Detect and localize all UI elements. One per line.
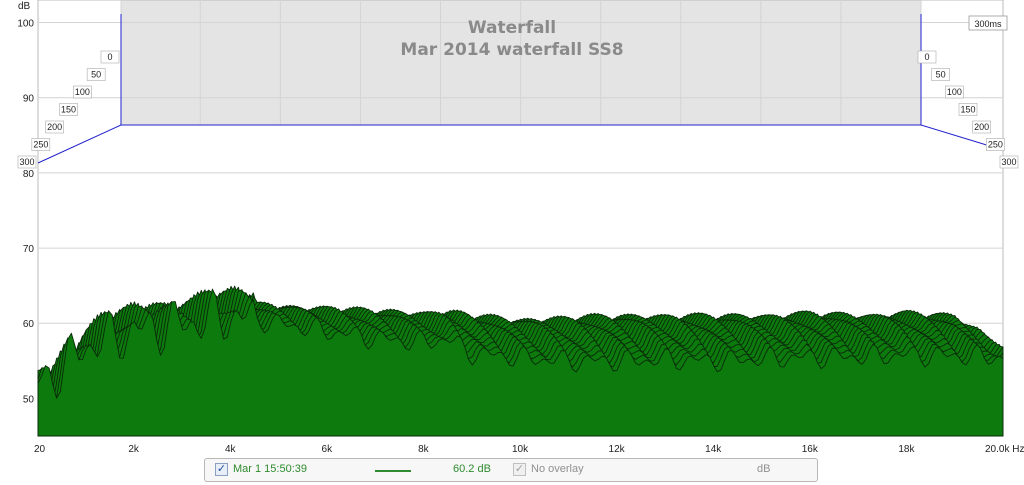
time-axis-label-box: [968, 15, 1008, 31]
time-axis-label: 300ms: [974, 19, 1002, 29]
time-tick-right-box-100: [945, 85, 964, 99]
time-tick-left-100: 100: [75, 87, 90, 97]
chart-subtitle: Mar 2014 waterfall SS8: [400, 40, 623, 60]
measurement-line-swatch: [375, 470, 411, 472]
time-tick-right-box-200: [972, 120, 991, 134]
x-tick-16k: 16k: [802, 444, 819, 455]
y-axis-label: dB: [18, 1, 31, 12]
time-tick-right-200: 200: [974, 122, 989, 132]
time-tick-left-box-200: [45, 120, 64, 134]
x-tick-10k: 10k: [512, 444, 529, 455]
time-tick-right-50: 50: [936, 70, 946, 80]
time-tick-right-box-300: [999, 155, 1019, 169]
y-tick-90: 90: [23, 94, 35, 105]
time-tick-left-0: 0: [107, 52, 112, 62]
waterfall-slice-0ms: [37, 288, 1004, 437]
x-tick-2k: 2k: [128, 444, 140, 455]
overlay-label[interactable]: No overlay: [531, 463, 584, 475]
x-tick-20: 20: [34, 444, 46, 455]
time-tick-left-box-50: [86, 68, 106, 81]
time-tick-left-box-100: [73, 85, 92, 99]
overlay-unit: dB: [757, 463, 771, 475]
measurement-value: 60.2 dB: [453, 463, 491, 475]
x-tick-12k: 12k: [609, 444, 626, 455]
left-floor-diag: [37, 124, 122, 164]
time-tick-left-200: 200: [47, 122, 62, 132]
grid: [37, 0, 1004, 437]
time-tick-left-300: 300: [19, 157, 34, 167]
chart-title: Waterfall: [468, 18, 556, 38]
time-tick-left-box-300: [17, 155, 37, 169]
time-tick-right-box-250: [986, 138, 1005, 151]
y-tick-60: 60: [23, 319, 35, 330]
depth-axes: [37, 14, 1004, 164]
time-tick-right-box-50: [931, 68, 950, 81]
x-tick-6k: 6k: [322, 444, 334, 455]
waterfall-chart: Waterfall Mar 2014 waterfall SS8 50 60 70 8…: [17, 0, 1024, 455]
x-tick-20.0k-Hz: 20.0k Hz: [985, 444, 1024, 455]
time-tick-right-box-150: [958, 103, 978, 116]
x-tick-14k: 14k: [705, 444, 722, 455]
time-tick-right-0: 0: [924, 52, 929, 62]
overlay-checkbox[interactable]: ✓: [513, 463, 526, 476]
y-tick-80: 80: [23, 169, 35, 180]
x-tick-8k: 8k: [418, 444, 430, 455]
x-tick-4k: 4k: [225, 444, 237, 455]
y-axis: 50 60 70 80 90 100: [17, 19, 34, 406]
measurement-checkbox[interactable]: ✓: [215, 463, 228, 476]
time-tick-left-50: 50: [91, 70, 101, 80]
time-tick-right-250: 250: [988, 140, 1003, 150]
time-tick-left-150: 150: [61, 105, 76, 115]
y-tick-50: 50: [23, 394, 35, 405]
time-tick-left-box-250: [31, 138, 51, 151]
legend-bar: ✓ Mar 1 15:50:39 60.2 dB ✓ No overlay dB: [204, 458, 818, 482]
time-tick-right-150: 150: [960, 105, 975, 115]
x-tick-18k: 18k: [898, 444, 915, 455]
time-tick-right-300: 300: [1001, 157, 1016, 167]
time-tick-right-100: 100: [947, 87, 962, 97]
time-tick-left-250: 250: [33, 140, 48, 150]
waterfall-slices: [37, 285, 1004, 437]
x-axis: 20 2k 4k 6k 8k 10k 12k 14k 16k 18k 20.0k Hz: [34, 444, 1024, 455]
y-tick-100: 100: [17, 19, 34, 30]
measurement-label[interactable]: Mar 1 15:50:39: [233, 463, 307, 475]
time-tick-left-box-150: [59, 103, 78, 116]
time-tick-left-box-0: [100, 50, 120, 64]
time-tick-right-box-0: [917, 50, 937, 64]
y-tick-70: 70: [23, 244, 35, 255]
